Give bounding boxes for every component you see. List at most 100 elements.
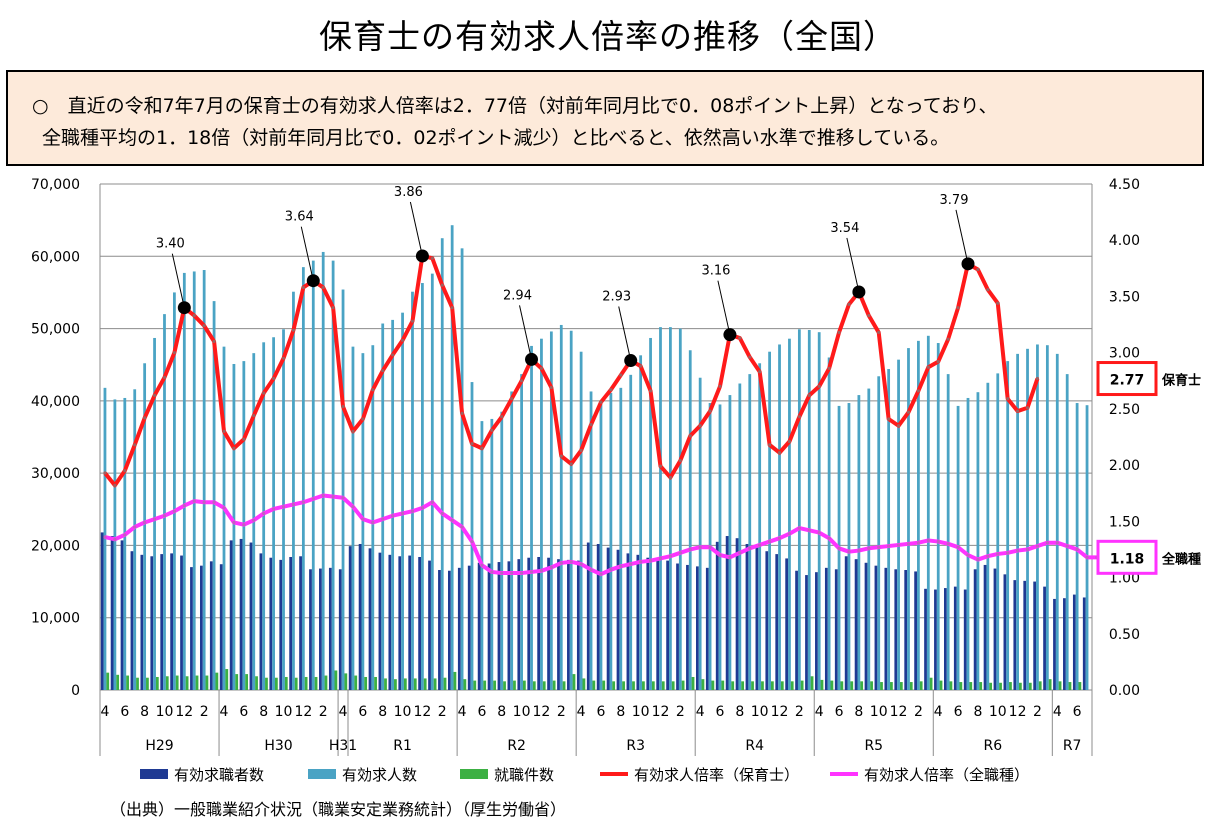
line-point — [787, 532, 792, 536]
month-tick-label: 12 — [652, 704, 670, 720]
bar-placements — [1058, 681, 1062, 690]
line-point — [500, 571, 504, 575]
bar-seekers — [567, 559, 570, 690]
bar-openings — [282, 329, 285, 690]
legend-swatch — [308, 769, 336, 779]
bar-seekers — [953, 586, 957, 690]
month-tick-label: 6 — [239, 704, 248, 720]
bar-seekers — [596, 543, 600, 690]
page-title: 保育士の有効求人倍率の推移（全国） — [319, 17, 897, 56]
month-tick-label: 8 — [854, 704, 863, 720]
peak-label: 3.79 — [940, 193, 969, 208]
right-axis-tick-label: 0.50 — [1109, 627, 1140, 643]
bar-placements — [195, 675, 199, 690]
month-tick-label: 6 — [1073, 704, 1082, 720]
line-point — [807, 528, 811, 532]
summary-box: ○ 直近の令和7年7月の保育士の有効求人倍率は2．77倍（対前年同月比で0．08… — [6, 70, 1204, 166]
bar-seekers — [1063, 598, 1066, 690]
month-tick-label: 2 — [914, 704, 923, 720]
bar-seekers — [904, 570, 908, 690]
bar-placements — [443, 677, 447, 690]
bar-openings — [1085, 405, 1089, 690]
bar-openings — [986, 382, 990, 690]
line-point — [1045, 541, 1049, 545]
line-point — [678, 551, 682, 555]
bar-placements — [235, 674, 239, 690]
line-point — [202, 324, 206, 328]
line-point — [1006, 397, 1010, 401]
line-point — [758, 543, 762, 547]
bar-openings — [887, 369, 891, 690]
month-tick-label: 12 — [533, 704, 551, 720]
line-point — [103, 535, 107, 539]
line-point — [648, 389, 653, 393]
line-point — [668, 475, 673, 480]
bar-placements — [403, 678, 407, 690]
bar-seekers — [914, 571, 918, 690]
bar-openings — [817, 332, 821, 690]
line-point — [748, 355, 752, 359]
bar-openings — [153, 337, 156, 690]
bar-openings — [301, 267, 305, 690]
line-point — [986, 554, 990, 558]
line-point — [817, 384, 821, 388]
line-point — [837, 330, 841, 335]
bar-seekers — [616, 549, 620, 690]
bar-placements — [741, 681, 745, 690]
line-point — [311, 497, 315, 501]
month-tick-label: 4 — [100, 704, 109, 720]
line-point — [996, 552, 1000, 556]
bar-openings — [718, 404, 722, 690]
bar-placements — [294, 677, 298, 690]
line-point — [539, 569, 544, 573]
peak-leader — [955, 209, 969, 264]
bar-placements — [433, 678, 437, 690]
line-point — [351, 505, 355, 509]
line-point — [916, 389, 921, 393]
bar-openings — [530, 345, 533, 690]
bar-placements — [513, 680, 516, 690]
month-tick-label: 2 — [676, 704, 685, 720]
line-point — [986, 288, 990, 292]
bar-seekers — [219, 564, 223, 690]
month-tick-label: 10 — [870, 704, 888, 720]
bar-openings — [520, 374, 523, 690]
month-tick-label: 8 — [140, 704, 149, 720]
bar-openings — [460, 248, 464, 690]
bar-placements — [790, 681, 794, 690]
bar-seekers — [805, 575, 808, 690]
bar-seekers — [209, 561, 213, 690]
line-point — [143, 416, 147, 420]
month-tick-label: 2 — [795, 704, 804, 720]
bar-openings — [450, 225, 454, 690]
bar-openings — [222, 346, 226, 690]
bar-placements — [334, 670, 338, 690]
bar-placements — [671, 681, 675, 690]
line-point — [470, 442, 474, 446]
line-point — [728, 555, 732, 559]
bar-placements — [800, 680, 804, 690]
bar-openings — [698, 377, 702, 690]
bar-openings — [619, 387, 623, 690]
bar-openings — [371, 345, 375, 690]
bar-openings — [976, 392, 980, 690]
bar-placements — [592, 680, 596, 690]
peak-label: 2.93 — [602, 290, 631, 305]
callout-label: 保育士 — [1161, 373, 1201, 389]
bar-seekers — [725, 536, 729, 690]
line-point — [281, 356, 286, 360]
line-point — [480, 563, 484, 567]
bar-seekers — [150, 556, 154, 690]
bar-placements — [304, 676, 308, 690]
bar-openings — [143, 363, 147, 690]
right-axis-tick-label: 4.00 — [1109, 233, 1140, 249]
line-point — [430, 256, 434, 260]
month-tick-label: 6 — [835, 704, 844, 720]
right-axis-tick-label: 4.50 — [1109, 177, 1140, 193]
bar-placements — [522, 680, 526, 690]
month-tick-label: 2 — [438, 704, 447, 720]
line-point — [777, 451, 782, 455]
line-point — [718, 553, 722, 557]
left-axis-tick-label: 50,000 — [31, 322, 80, 338]
line-point — [371, 520, 375, 525]
